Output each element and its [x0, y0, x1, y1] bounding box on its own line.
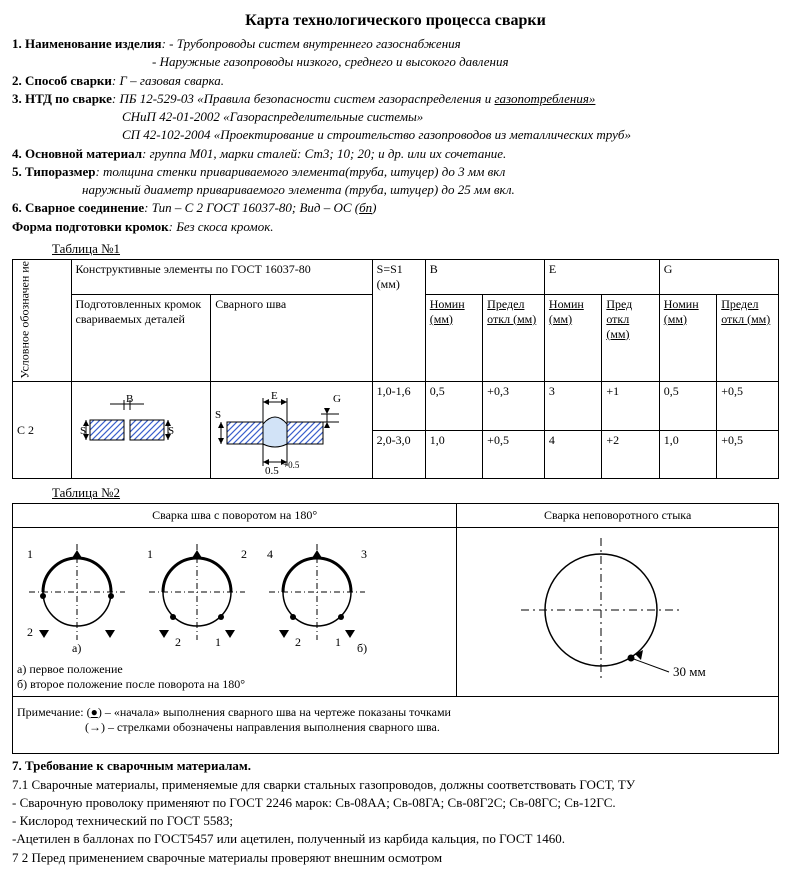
sec3-line1: 3. НТД по сварке: ПБ 12-529-03 «Правила … — [12, 91, 779, 107]
t2-note-b: б) второе положение после поворота на 18… — [17, 677, 452, 692]
t1-r2-s: 2,0-3,0 — [372, 430, 425, 479]
svg-text:4: 4 — [267, 547, 273, 561]
sec1-line2: - Наружные газопроводы низкого, среднего… — [12, 54, 779, 70]
sec4: 4. Основной материал: группа М01, марки … — [12, 146, 779, 162]
table1-b-otkl: Предел откл (мм) — [483, 294, 545, 382]
t1-r1-go: +0,5 — [717, 382, 779, 431]
table2-h1: Сварка шва с поворотом на 180° — [13, 504, 457, 528]
svg-text:а): а) — [72, 641, 81, 655]
table2-left: 1 2 а) 1 2 2 1 4 3 2 — [13, 528, 457, 697]
svg-text:E: E — [271, 390, 278, 402]
table1-g-otkl: Предел откл (мм) — [717, 294, 779, 382]
t1-r1-gn: 0,5 — [659, 382, 716, 431]
t1-r2-go: +0,5 — [717, 430, 779, 479]
sec7-l3: - Кислород технический по ГОСТ 5583; — [12, 813, 779, 829]
table1-code: С 2 — [13, 382, 72, 479]
t1-r1-en: 3 — [544, 382, 601, 431]
fixed-joint-svg: 30 мм — [461, 532, 751, 692]
sec7-l5: 7 2 Перед применением сварочные материал… — [12, 850, 779, 866]
table1-diagram-weld: E G S 0.5 +0.5 — [211, 382, 372, 479]
sec7-l2: - Сварочную проволоку применяют по ГОСТ … — [12, 795, 779, 811]
t1-r1-eo: +1 — [602, 382, 659, 431]
table1: Условное обозначен ие Конструктивные эле… — [12, 259, 779, 480]
sec2: 2. Способ сварки: Г – газовая сварка. — [12, 73, 779, 89]
table1-h-e: E — [544, 259, 659, 294]
svg-text:S: S — [215, 409, 221, 421]
svg-text:2: 2 — [175, 635, 181, 649]
table2: Сварка шва с поворотом на 180° Сварка не… — [12, 503, 779, 754]
svg-text:2: 2 — [241, 547, 247, 561]
svg-text:1: 1 — [147, 547, 153, 561]
table1-h-weld: Сварного шва — [211, 294, 372, 382]
sec7-l4: -Ацетилен в баллонах по ГОСТ5457 или аце… — [12, 831, 779, 847]
sec3-line3: СП 42-102-2004 «Проектирование и строите… — [12, 127, 779, 143]
svg-text:30 мм: 30 мм — [673, 664, 706, 679]
t1-r2-en: 4 — [544, 430, 601, 479]
t1-r1-bn: 0,5 — [425, 382, 482, 431]
svg-text:0.5: 0.5 — [265, 465, 279, 476]
table1-col-code: Условное обозначен ие — [13, 259, 72, 382]
t1-r2-gn: 1,0 — [659, 430, 716, 479]
table1-h-g: G — [659, 259, 778, 294]
svg-text:3: 3 — [361, 547, 367, 561]
svg-text:1: 1 — [27, 547, 33, 561]
svg-text:G: G — [333, 393, 341, 405]
svg-text:б): б) — [357, 641, 367, 655]
table2-label: Таблица №2 — [52, 485, 779, 501]
table2-right: 30 мм — [457, 528, 779, 697]
svg-text:2: 2 — [295, 635, 301, 649]
t1-r2-bo: +0,5 — [483, 430, 545, 479]
table1-diagram-prep: B S S — [71, 382, 211, 479]
prep-diagram-svg: B S S — [76, 384, 196, 464]
svg-text:2: 2 — [27, 625, 33, 639]
sec7-l1: 7.1 Сварочные материалы, применяемые для… — [12, 777, 779, 793]
sec-form: Форма подготовки кромок: Без скоса кромо… — [12, 219, 779, 235]
table1-e-nom: Номин (мм) — [544, 294, 601, 382]
table1-g-nom: Номин (мм) — [659, 294, 716, 382]
t1-r2-bn: 1,0 — [425, 430, 482, 479]
sec5-line1: 5. Типоразмер: толщина стенки приваривае… — [12, 164, 779, 180]
table1-h-constr: Конструктивные элементы по ГОСТ 16037-80 — [71, 259, 372, 294]
table1-label: Таблица №1 — [52, 241, 779, 257]
sec7-head: 7. Требование к сварочным материалам. — [12, 758, 779, 774]
sec1-line1: 1. Наименование изделия: - Трубопроводы … — [12, 36, 779, 52]
t1-r1-s: 1,0-1,6 — [372, 382, 425, 431]
page-title: Карта технологического процесса сварки — [12, 12, 779, 30]
t1-r1-bo: +0,3 — [483, 382, 545, 431]
t2-note-a: а) первое положение — [17, 662, 452, 677]
table1-h-s: S=S1 (мм) — [372, 259, 425, 382]
table1-h-b: B — [425, 259, 544, 294]
sec5-line2: наружный диаметр привариваемого элемента… — [12, 182, 779, 198]
table2-notes: Примечание: (●) – «начала» выполнения св… — [13, 697, 779, 754]
weld-diagram-svg: E G S 0.5 +0.5 — [215, 384, 355, 476]
table2-h2: Сварка неповоротного стыка — [457, 504, 779, 528]
table1-h-prep: Подготовленных кромок свариваемых детале… — [71, 294, 211, 382]
t1-r2-eo: +2 — [602, 430, 659, 479]
rotate-diagram-svg: 1 2 а) 1 2 2 1 4 3 2 — [17, 532, 437, 662]
table1-b-nom: Номин (мм) — [425, 294, 482, 382]
svg-text:1: 1 — [335, 635, 341, 649]
sec3-line2: СНиП 42-01-2002 «Газораспределительные с… — [12, 109, 779, 125]
svg-text:1: 1 — [215, 635, 221, 649]
table1-e-otkl: Пред откл (мм) — [602, 294, 659, 382]
svg-text:+0.5: +0.5 — [283, 460, 300, 470]
sec6: 6. Сварное соединение: Тип – С 2 ГОСТ 16… — [12, 200, 779, 216]
